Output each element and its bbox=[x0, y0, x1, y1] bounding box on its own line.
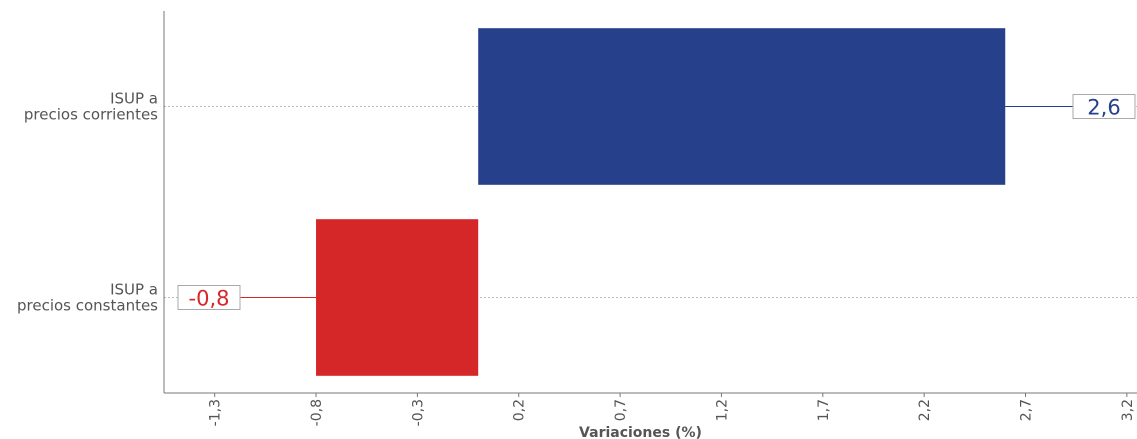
data-label-0: 2,6 bbox=[1087, 96, 1120, 120]
x-tick-label-0: -1,3 bbox=[208, 399, 224, 426]
data-label-1: -0,8 bbox=[189, 287, 230, 311]
data-labels: 2,6 -0,8 bbox=[177, 94, 1136, 311]
category-label-1: ISUP a precios constantes bbox=[17, 281, 158, 315]
bars bbox=[316, 28, 1006, 376]
x-tick-label-6: 1,7 bbox=[816, 399, 832, 421]
x-tick-labels: -1,3 -0,8 -0,3 0,2 0,7 1,2 1,7 2,2 2,7 3,2 bbox=[208, 393, 1136, 426]
axes bbox=[163, 11, 1137, 394]
category-labels: ISUP a precios corrientes ISUP a precios co… bbox=[17, 90, 158, 315]
x-tick-label-9: 3,2 bbox=[1120, 399, 1136, 421]
label-leader-lines bbox=[240, 106, 1073, 298]
category-label-0: ISUP a precios corrientes bbox=[24, 90, 158, 124]
x-tick-label-8: 2,7 bbox=[1019, 399, 1035, 421]
x-tick-label-2: -0,3 bbox=[410, 399, 426, 426]
x-axis-title: Variaciones (%) bbox=[579, 425, 702, 439]
x-tick-label-1: -0,8 bbox=[309, 399, 325, 426]
data-label-box-1 bbox=[177, 285, 241, 310]
x-tick-label-7: 2,2 bbox=[917, 399, 933, 421]
bar-0 bbox=[478, 28, 1006, 185]
x-tick-label-5: 1,2 bbox=[714, 399, 730, 421]
bar-1 bbox=[316, 219, 479, 376]
data-label-box-0 bbox=[1072, 94, 1136, 119]
x-tick-label-4: 0,7 bbox=[613, 399, 629, 421]
x-tick-label-3: 0,2 bbox=[512, 399, 528, 421]
